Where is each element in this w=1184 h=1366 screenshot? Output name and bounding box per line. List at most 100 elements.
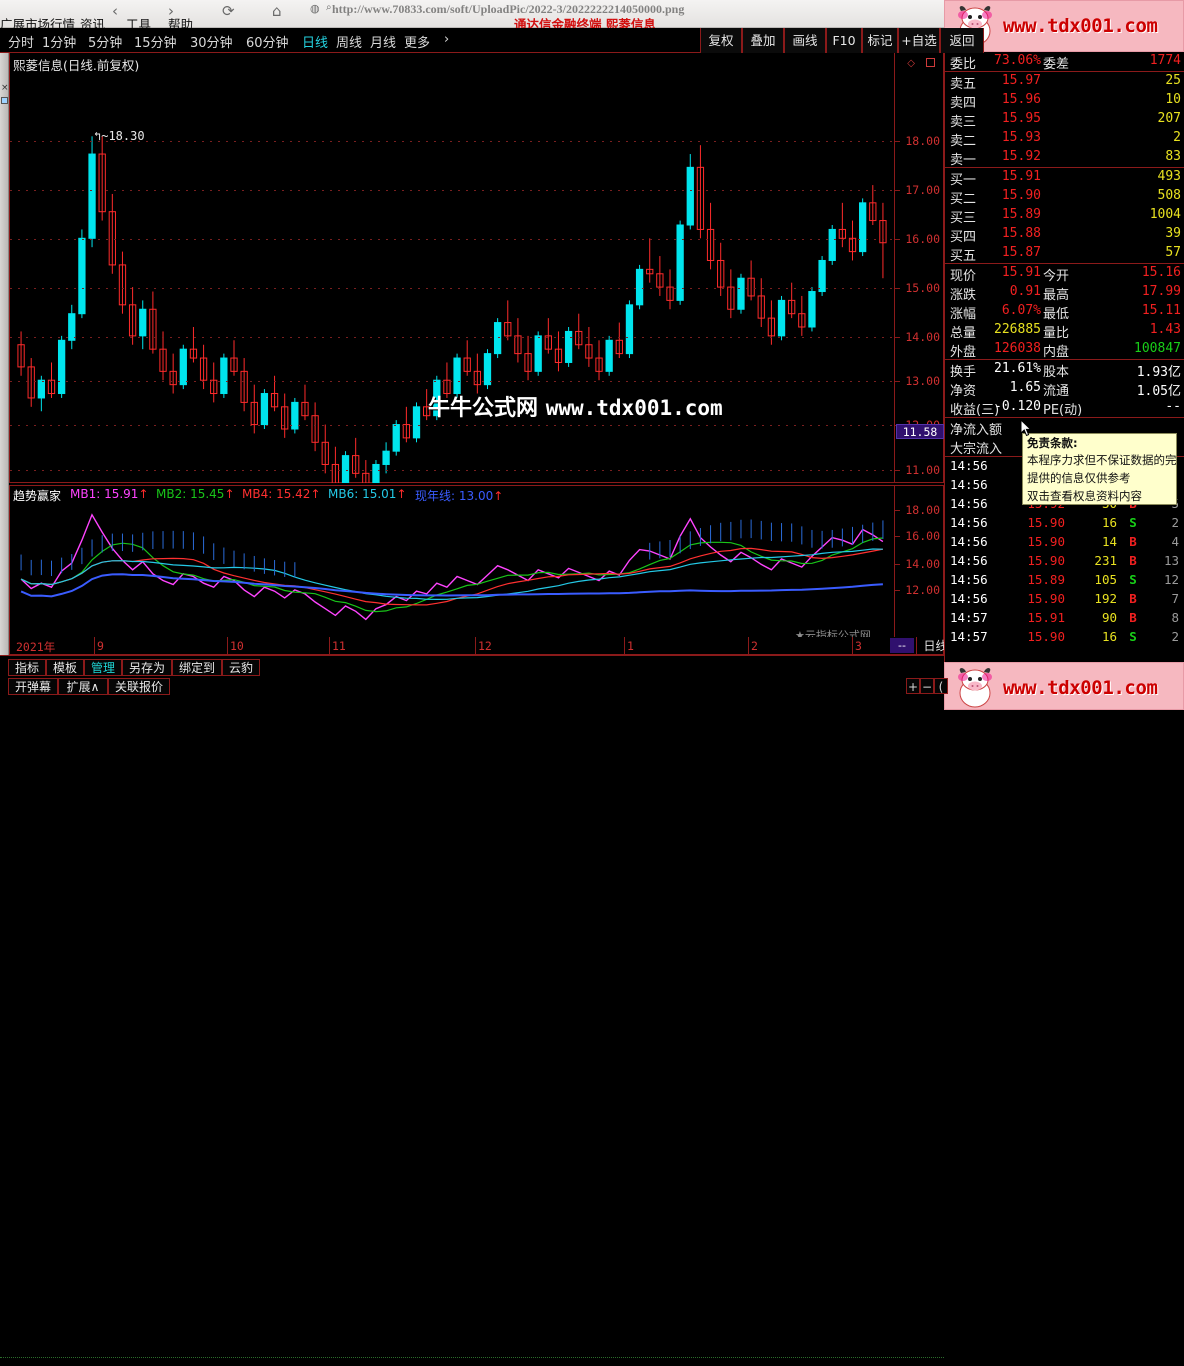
tab-1min[interactable]: 1分钟 (42, 36, 77, 51)
bid-row-1[interactable]: 买二 15.90 508 (945, 187, 1184, 207)
fn-save-as[interactable]: 另存为 (122, 659, 172, 676)
candlestick-series (17, 136, 887, 483)
diamond-icon[interactable]: ◇ (907, 58, 915, 69)
tick-time: 14:56 (950, 515, 988, 530)
btn-fuquan[interactable]: 复权 (700, 28, 742, 53)
tab-15min[interactable]: 15分钟 (134, 36, 177, 51)
tab-more[interactable]: 更多 (404, 36, 431, 51)
bid-row-4[interactable]: 买五 15.87 57 (945, 244, 1184, 264)
indicator-tick-mark (895, 536, 900, 537)
logo-url-bottom[interactable]: www.tdx001.com (1003, 677, 1158, 699)
indicator-line-1 (20, 537, 883, 613)
ask-row-0[interactable]: 卖五 15.97 25 (945, 72, 1184, 92)
tick-price: 15.91 (1027, 610, 1065, 625)
fn-expand[interactable]: 扩展∧ (58, 678, 108, 695)
stat2-row-1[interactable]: 净资 1.65 流通 1.05亿 (945, 379, 1184, 399)
zoom-out-button[interactable]: − (920, 678, 934, 694)
tick-row[interactable]: 14:57 15.90 16 S 2 (945, 628, 1184, 647)
btn-add-watchlist[interactable]: +自选 (898, 28, 940, 53)
ask-row-4[interactable]: 卖一 15.92 83 (945, 148, 1184, 168)
back-icon[interactable]: ‹ (112, 2, 118, 20)
maximize-icon[interactable] (926, 58, 935, 67)
tick-row[interactable]: 14:56 15.90 192 B 7 (945, 590, 1184, 609)
tick-time: 14:57 (950, 610, 988, 625)
btn-huaxian[interactable]: 画线 (784, 28, 826, 53)
flow-row-1[interactable]: 大宗流入 (945, 437, 1184, 457)
bid-row-0[interactable]: 买一 15.91 493 (945, 168, 1184, 188)
stat-row-3-value2: 1.43 (1149, 322, 1181, 337)
bid-row-2[interactable]: 买三 15.89 1004 (945, 206, 1184, 226)
zoom-reset-button[interactable]: ( (934, 678, 948, 694)
fn-open-danmu[interactable]: 开弹幕 (8, 678, 58, 695)
stat-row-2-value: 6.07% (1001, 303, 1041, 318)
stat-row-3[interactable]: 总量 226885 量比 1.43 (945, 321, 1184, 341)
btn-f10[interactable]: F10 (826, 28, 862, 53)
url-bar[interactable]: http://www.70833.com/soft/UploadPic/2022… (332, 2, 685, 16)
tab-5min[interactable]: 5分钟 (88, 36, 123, 51)
fn-yunbao[interactable]: 云豹 (222, 659, 260, 676)
tick-row[interactable]: 14:56 15.90 16 S 2 (945, 514, 1184, 533)
divider (945, 417, 1184, 418)
weibi-row[interactable]: 委比 73.06% 委差 1774 (945, 52, 1184, 72)
tick-row[interactable]: 14:57 15.91 90 B 8 (945, 609, 1184, 628)
stat2-row-0[interactable]: 换手 21.61% 股本 1.93亿 (945, 360, 1184, 380)
fn-indicator[interactable]: 指标 (8, 659, 46, 676)
rail-toggle-box[interactable] (1, 97, 8, 104)
btn-diejia[interactable]: 叠加 (742, 28, 784, 53)
tab-daily[interactable]: 日线 (302, 36, 329, 51)
gridline (10, 239, 893, 240)
tick-side: B (1129, 534, 1137, 549)
gridline (10, 288, 893, 289)
home-icon[interactable]: ⌂ (272, 2, 282, 20)
stat2-row-1-value2: 1.05亿 (1136, 384, 1181, 399)
tab-60min[interactable]: 60分钟 (246, 36, 289, 51)
stat-row-1[interactable]: 涨跌 0.91 最高 17.99 (945, 283, 1184, 303)
tab-30min[interactable]: 30分钟 (190, 36, 233, 51)
stat-row-2[interactable]: 涨幅 6.07% 最低 15.11 (945, 302, 1184, 322)
tick-side: S (1129, 572, 1137, 587)
ask-row-1[interactable]: 卖四 15.96 10 (945, 91, 1184, 111)
ask-row-3[interactable]: 卖二 15.93 2 (945, 129, 1184, 149)
fn-template[interactable]: 模板 (46, 659, 84, 676)
forward-icon[interactable]: › (168, 2, 174, 20)
flow-row-0[interactable]: 净流入额 (945, 418, 1184, 438)
stat-row-0-label: 现价 (950, 269, 977, 284)
fn-manage[interactable]: 管理 (84, 659, 122, 676)
indicator-panel[interactable]: 趋势赢家 MB1: 15.91↑ MB2: 15.45↑ MB4: 15.42↑… (9, 485, 944, 655)
stat-row-1-value2: 17.99 (1141, 284, 1181, 299)
tick-row[interactable]: 14:56 15.89 105 S 12 (945, 571, 1184, 590)
btn-biaoji[interactable]: 标记 (862, 28, 898, 53)
btn-return[interactable]: 返回 (940, 28, 984, 53)
bid-row-3[interactable]: 买四 15.88 39 (945, 225, 1184, 245)
main-candlestick-chart[interactable]: 熙菱信息(日线.前复权) ◇ 18.00 17.00 16.00 15.00 14.00… (9, 53, 944, 540)
tick-count: 12 (1163, 572, 1179, 587)
stat-row-4-value2: 100847 (1134, 341, 1181, 356)
stat-row-0[interactable]: 现价 15.91 今开 15.16 (945, 264, 1184, 284)
tick-count: 8 (1171, 610, 1179, 625)
function-bar: 指标 模板 管理 另存为 绑定到 云豹 开弹幕 扩展∧ 关联报价 (0, 655, 944, 1366)
tick-row[interactable]: 14:56 15.90 231 B 13 (945, 552, 1184, 571)
ask-row-3-value: 15.93 (1001, 130, 1041, 145)
bid-row-4-value: 15.87 (1001, 245, 1041, 260)
logo-url-top[interactable]: www.tdx001.com (1003, 15, 1158, 37)
tab-fenshi[interactable]: 分时 (8, 36, 35, 51)
stat2-row-2[interactable]: 收益(三) -0.120 PE(动) -- (945, 398, 1184, 418)
date-sep (329, 637, 330, 655)
tick-volume: 16 (1101, 629, 1117, 644)
reload-icon[interactable]: ⟳ (222, 2, 235, 20)
quote-panel[interactable]: 委比 73.06% 委差 1774 卖五 15.97 25 卖四 15.96 10 卖三 15.95 2… (944, 52, 1184, 662)
tab-monthly[interactable]: 月线 (370, 36, 397, 51)
tick-row[interactable]: 14:56 15.90 14 B 4 (945, 533, 1184, 552)
price-tick-14.00: 14.00 (905, 330, 940, 344)
stat-row-4[interactable]: 外盘 126038 内盘 100847 (945, 340, 1184, 360)
fn-bind-to[interactable]: 绑定到 (172, 659, 222, 676)
ask-row-2[interactable]: 卖三 15.95 207 (945, 110, 1184, 130)
zoom-in-button[interactable]: + (906, 678, 920, 694)
fn-linked-quote[interactable]: 关联报价 (108, 678, 170, 695)
close-icon[interactable]: × (1, 83, 9, 93)
tab-weekly[interactable]: 周线 (336, 36, 363, 51)
stat-row-3-label: 总量 (950, 326, 977, 341)
cow-mascot-icon-bottom (958, 668, 992, 708)
chevron-right-icon[interactable]: › (444, 32, 450, 47)
tick-volume: 90 (1101, 610, 1117, 625)
